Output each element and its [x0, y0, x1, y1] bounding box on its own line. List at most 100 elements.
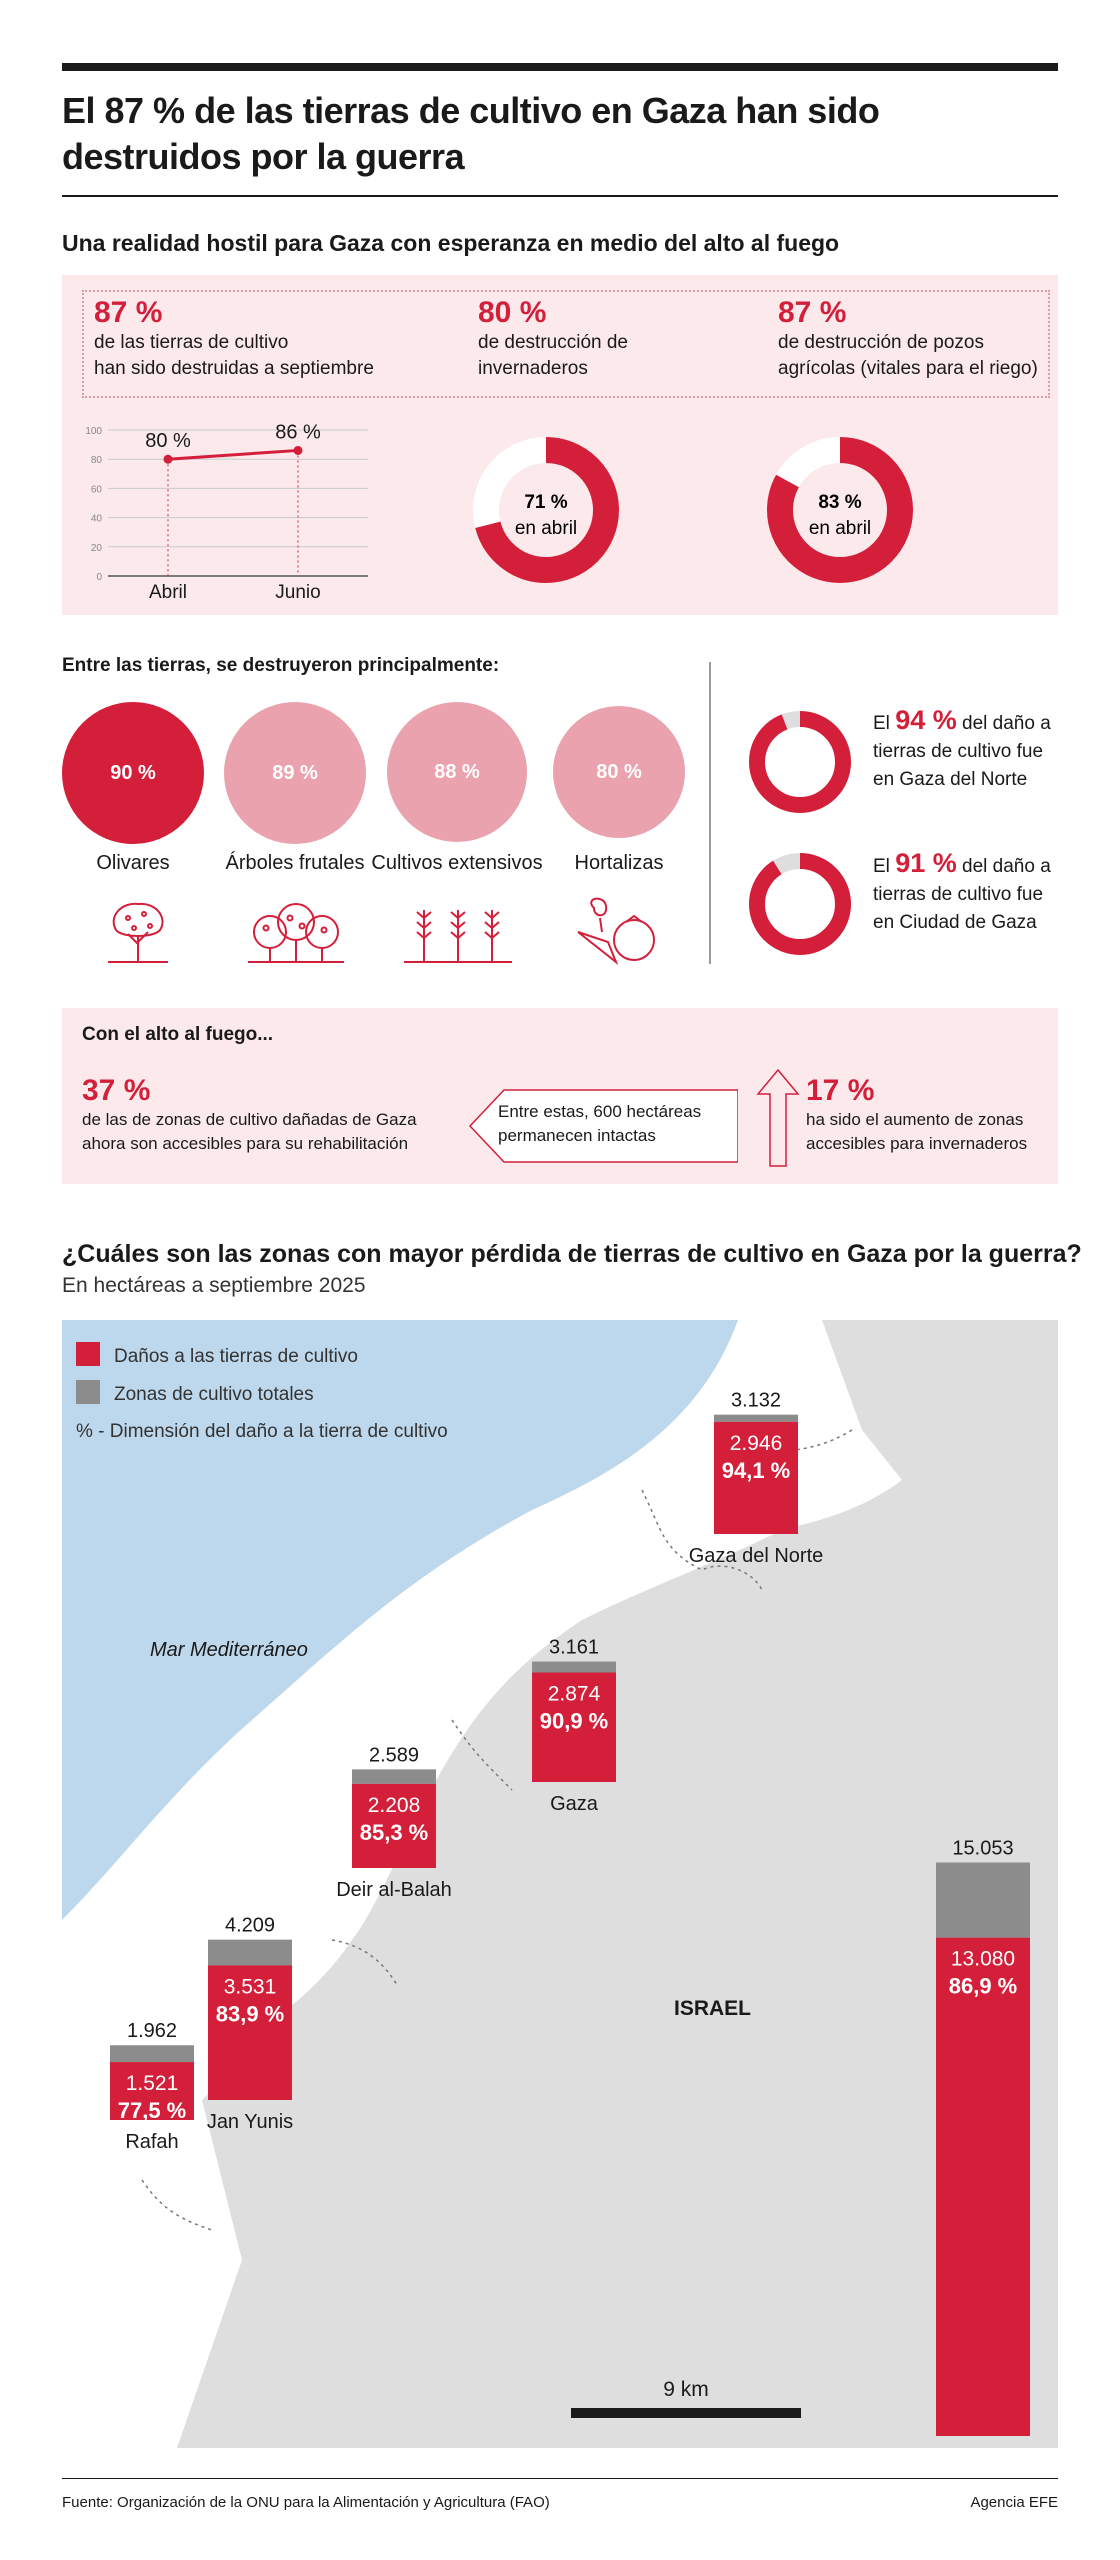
- series-line: [167, 448, 299, 461]
- stat-text-2: accesibles para invernaderos: [806, 1134, 1028, 1153]
- x-tick-label: Abril: [149, 582, 187, 603]
- category-label-jan-yunis: Jan Yunis: [207, 2111, 293, 2133]
- stat-value: 37 %: [82, 1074, 151, 1107]
- ceasefire-greenhouses: 17 % ha sido el aumento de zonas accesib…: [806, 1074, 1027, 1156]
- footer-source: Fuente: Organización de la ONU para la A…: [62, 2494, 550, 2511]
- total-label-total: 15.053: [952, 1837, 1013, 1859]
- total-label-gaza: 3.161: [549, 1637, 599, 1659]
- bubble-fruit-trees: 89 %: [224, 702, 366, 844]
- north-gaza-donut: [749, 711, 851, 813]
- note-line-1: Entre estas, 600 hectáreas: [498, 1102, 702, 1121]
- line-chart: 0 20 40 60 80 100 80 % Abril 86 % Junio: [85, 421, 368, 603]
- line3: en Ciudad de Gaza: [873, 912, 1037, 933]
- label-field-crops: Cultivos extensivos: [371, 852, 543, 874]
- wells-donut: 83 % en abril: [767, 437, 913, 583]
- border-rafah: [141, 2179, 213, 2231]
- total-label-rafah: 1.962: [127, 2020, 177, 2042]
- bubble-field-crops: 88 %: [387, 702, 527, 842]
- left-arrow-icon: [468, 1089, 738, 1163]
- y-tick-label: 20: [91, 543, 103, 554]
- stat-text-1: de destrucción de pozos: [778, 332, 984, 353]
- value: 94 %: [895, 705, 957, 735]
- stat-wells: 87 % de destrucción de pozos agrícolas (…: [778, 296, 1038, 382]
- bar-total-rafah: [110, 2045, 194, 2063]
- category-label-deir-al-balah: Deir al-Balah: [336, 1879, 452, 1901]
- note-line-2: permanecen intactas: [498, 1126, 656, 1145]
- stat-value: 80 %: [478, 296, 547, 329]
- north-gaza-text: El 94 % del daño a tierras de cultivo fu…: [873, 706, 1051, 794]
- olive-tree-icon: [108, 902, 168, 963]
- y-tick-label: 60: [91, 484, 103, 495]
- label-vegetables: Hortalizas: [574, 852, 664, 874]
- border-deir: [451, 1719, 513, 1791]
- donut-arc: [767, 437, 913, 583]
- stats-box: [82, 290, 1050, 398]
- stat-cropland: 87 % de las tierras de cultivo han sido …: [94, 296, 374, 382]
- data-point: [293, 445, 303, 455]
- chart-title: ¿Cuáles son las zonas con mayor pérdida …: [62, 1240, 1082, 1268]
- total-label-deir-al-balah: 2.589: [369, 1744, 419, 1766]
- title-divider: [62, 195, 1058, 197]
- stat-text-2: ahora son accesibles para su rehabilitac…: [82, 1134, 409, 1153]
- bar-damage-deir-al-balah: [352, 1783, 436, 1868]
- label-fruit-trees: Árboles frutales: [225, 852, 365, 874]
- bar-total-gaza: [532, 1661, 616, 1673]
- y-tick-label: 0: [96, 572, 102, 583]
- line3: en Gaza del Norte: [873, 769, 1028, 790]
- value-label: 86 %: [275, 421, 321, 443]
- donut-value: 71 %: [524, 492, 567, 513]
- stat-value: 17 %: [806, 1074, 875, 1107]
- stat-value: 87 %: [778, 296, 847, 329]
- damage-label-deir-al-balah: 2.208: [368, 1794, 421, 1817]
- gaza-strip: [62, 1320, 902, 2448]
- page-title: El 87 % de las tierras de cultivo en Gaz…: [62, 90, 880, 177]
- total-label-gaza-del-norte: 3.132: [731, 1390, 781, 1412]
- gaza-map-chart: Mar Mediterráneo ISRAEL Daños a las tier…: [62, 1320, 1058, 2448]
- bubble-olives: 90 %: [62, 702, 204, 844]
- stat-text-2: invernaderos: [478, 358, 588, 379]
- y-tick-label: 80: [91, 455, 103, 466]
- vegetables-icon: [577, 897, 655, 966]
- x-tick-label: Junio: [275, 582, 320, 603]
- sea-label: Mar Mediterráneo: [150, 1639, 308, 1661]
- legend-damage-swatch: [76, 1342, 100, 1366]
- bar-total-gaza-del-norte: [714, 1414, 798, 1422]
- percent-label-gaza-del-norte: 94,1 %: [722, 1458, 791, 1483]
- line2: tierras de cultivo fue: [873, 884, 1044, 905]
- bar-damage-gaza: [532, 1672, 616, 1782]
- border-gaza: [641, 1489, 763, 1591]
- legend-total-label: Zonas de cultivo totales: [114, 1384, 314, 1405]
- bars-group: 1.962 1.521 77,5 % Rafah 4.209 3.531 83,9 % Jan…: [110, 1390, 1030, 2448]
- category-label-gaza: Gaza: [550, 1793, 599, 1815]
- donut-arc: [473, 437, 619, 583]
- bar-damage-total: [936, 1937, 1030, 2436]
- stat-text-1: de las tierras de cultivo: [94, 332, 289, 353]
- percent-label-total: 86,9 %: [949, 1974, 1018, 1999]
- damage-label-gaza-del-norte: 2.946: [730, 1432, 783, 1455]
- footer-rule: [62, 2478, 1058, 2479]
- gaza-city-donut: [749, 853, 851, 955]
- scale-bar: [571, 2408, 801, 2418]
- top-rule: [62, 63, 1058, 71]
- damage-label-total: 13.080: [951, 1948, 1015, 1971]
- intact-note: Entre estas, 600 hectáreas permanecen in…: [498, 1100, 701, 1148]
- stat-text-1: de destrucción de: [478, 332, 628, 353]
- bar-damage-gaza-del-norte: [714, 1421, 798, 1534]
- governorate-borders: [141, 1429, 853, 2231]
- section-subtitle: Una realidad hostil para Gaza con espera…: [62, 230, 840, 256]
- data-point: [163, 454, 173, 464]
- chart-subtitle: En hectáreas a septiembre 2025: [62, 1274, 366, 1297]
- ceasefire-accessible: 37 % de las de zonas de cultivo dañadas …: [82, 1074, 417, 1156]
- rest: del daño a: [962, 856, 1051, 877]
- stat-text-1: de las de zonas de cultivo dañadas de Ga…: [82, 1110, 417, 1129]
- damage-label-jan-yunis: 3.531: [224, 1975, 277, 1998]
- stat-text-2: han sido destruidas a septiembre: [94, 358, 374, 379]
- israel-label: ISRAEL: [674, 1997, 751, 2020]
- gaza-city-text: El 91 % del daño a tierras de cultivo fu…: [873, 849, 1051, 937]
- category-label-rafah: Rafah: [125, 2131, 178, 2153]
- donut-value: 83 %: [818, 492, 861, 513]
- wheat-icon: [404, 910, 512, 963]
- y-tick-label: 100: [85, 426, 102, 437]
- bar-total-jan-yunis: [208, 1939, 292, 1966]
- rest: del daño a: [962, 713, 1051, 734]
